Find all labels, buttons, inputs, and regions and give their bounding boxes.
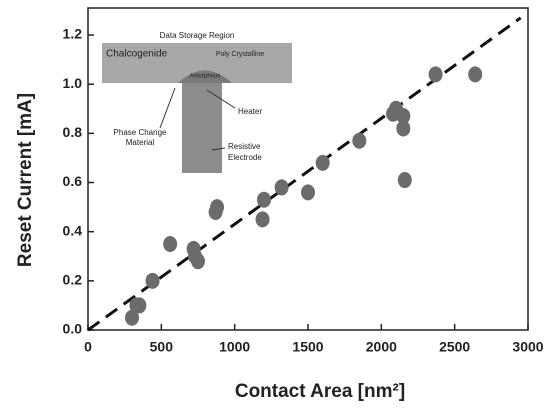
y-tick-label: 1.0 — [63, 75, 83, 91]
inset-label: Chalcogenide — [106, 49, 168, 60]
point — [255, 211, 270, 228]
x-tick-label: 3000 — [512, 339, 543, 355]
point — [210, 199, 225, 216]
pointer — [211, 147, 226, 151]
point — [352, 132, 367, 149]
y-tick-label: 0.8 — [63, 124, 83, 140]
y-tick-label: 1.2 — [63, 26, 83, 42]
pointer — [159, 87, 176, 129]
inset-label: Amorphous — [190, 74, 221, 80]
point — [257, 191, 271, 208]
x-tick-label: 500 — [150, 339, 174, 355]
point — [301, 184, 315, 201]
point — [163, 235, 178, 252]
y-tick-label: 0.0 — [63, 321, 83, 337]
point — [132, 297, 147, 314]
y-tick-label: 0.2 — [63, 272, 83, 288]
y-axis-label: Reset Current [mA] — [15, 93, 36, 267]
x-tick-label: 2500 — [439, 339, 470, 355]
heater — [182, 83, 222, 173]
x-tick-label: 0 — [84, 339, 92, 355]
x-tick-label: 1000 — [219, 339, 250, 355]
inset-label: Phase Change — [114, 128, 167, 137]
inset-label: Electrode — [228, 153, 262, 162]
pointer — [206, 89, 236, 109]
point — [191, 253, 205, 270]
point — [274, 179, 289, 196]
point — [468, 66, 483, 83]
point — [315, 154, 330, 171]
point — [396, 108, 411, 125]
x-tick-label: 2000 — [366, 339, 397, 355]
amorphous-dome — [178, 70, 232, 83]
fit-line — [87, 16, 522, 332]
y-tick-label: 0.6 — [63, 173, 83, 189]
inset-label: Resistive — [228, 142, 261, 151]
point — [396, 120, 411, 137]
x-axis-label: Contact Area [nm²] — [235, 381, 405, 402]
point — [428, 66, 443, 83]
point — [145, 272, 160, 289]
point — [397, 172, 412, 189]
inset-label: Data Storage Region — [160, 31, 235, 40]
x-tick-label: 1500 — [292, 339, 323, 355]
inset-label: Heater — [238, 107, 262, 116]
inset-label: Poly Crystalline — [216, 51, 264, 58]
inset-label: Material — [126, 138, 155, 147]
y-tick-label: 0.4 — [63, 222, 83, 238]
point — [125, 309, 139, 326]
inset: Data Storage Region Chalcogenide Poly Cr… — [102, 31, 292, 173]
